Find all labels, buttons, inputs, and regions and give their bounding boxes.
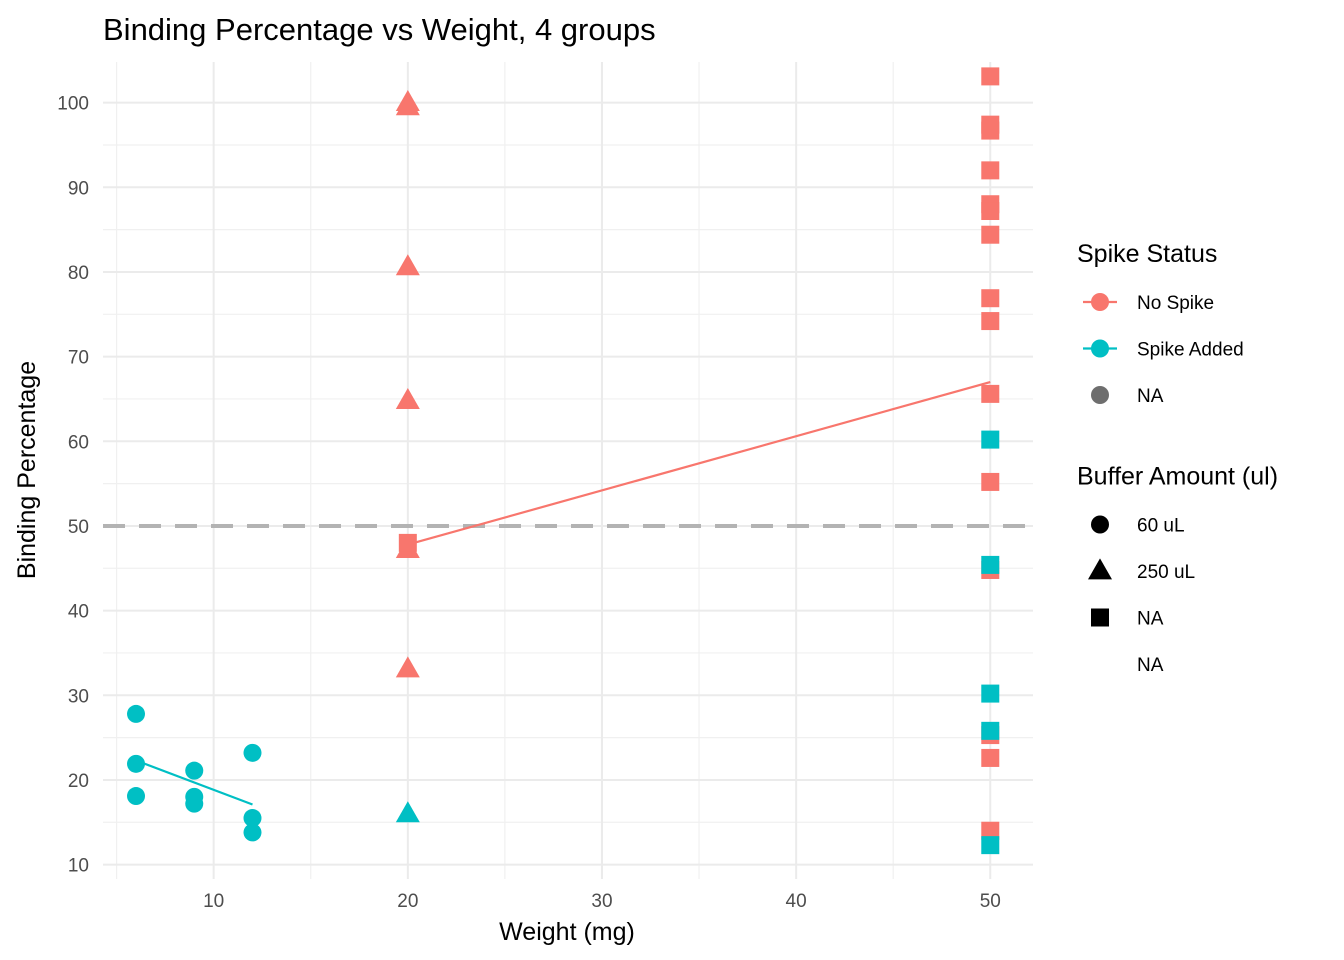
y-tick-label: 90 <box>68 178 89 199</box>
x-tick-label: 10 <box>203 891 224 912</box>
data-point <box>243 743 262 762</box>
legend-label: NA <box>1137 609 1164 630</box>
x-tick-label: 40 <box>786 891 807 912</box>
chart-title: Binding Percentage vs Weight, 4 groups <box>103 12 656 47</box>
data-point <box>981 555 1000 574</box>
y-tick-label: 50 <box>68 517 89 538</box>
legend-label: 60 uL <box>1137 516 1185 537</box>
y-tick-label: 70 <box>68 348 89 369</box>
data-point <box>243 823 262 842</box>
data-point <box>981 202 1000 221</box>
legend-key-marker <box>1088 558 1112 580</box>
data-point <box>395 254 420 276</box>
legend-label: NA <box>1137 386 1164 407</box>
y-tick-label: 80 <box>68 263 89 284</box>
trend-line <box>407 380 991 546</box>
legend-title: Buffer Amount (ul) <box>1077 463 1278 491</box>
y-tick-label: 20 <box>68 771 89 792</box>
legend-label: 250 uL <box>1137 562 1195 583</box>
data-point <box>243 809 262 828</box>
data-point <box>395 388 420 410</box>
y-axis-ticks: 10 20 30 40 50 60 70 80 90 100 <box>57 94 89 877</box>
legend-key-marker <box>1091 386 1109 404</box>
data-point <box>395 90 420 112</box>
data-points <box>127 67 1000 855</box>
data-point <box>981 161 1000 180</box>
data-point <box>981 121 1000 140</box>
legends: Spike Status No Spike Spike Added NA Buffer … <box>1077 240 1278 676</box>
data-point <box>127 787 146 806</box>
legend-key-marker <box>1091 608 1109 627</box>
minor-gridlines <box>103 62 1033 879</box>
trend-lines <box>135 380 991 806</box>
data-point <box>981 836 1000 855</box>
data-point <box>981 225 1000 244</box>
legend-key-marker <box>1091 339 1109 358</box>
y-axis-title: Binding Percentage <box>13 361 41 579</box>
data-point <box>398 533 417 552</box>
data-point <box>395 656 420 678</box>
legend-title: Spike Status <box>1077 240 1217 268</box>
data-point <box>981 748 1000 767</box>
data-point <box>185 794 204 813</box>
data-point <box>981 384 1000 403</box>
trend-line <box>135 759 253 806</box>
data-point <box>981 721 1000 740</box>
x-tick-label: 30 <box>591 891 612 912</box>
legend-label: No Spike <box>1137 293 1214 314</box>
data-point <box>981 684 1000 703</box>
data-point <box>981 67 1000 86</box>
data-point <box>981 821 1000 840</box>
data-point <box>185 761 204 780</box>
legend-key-marker <box>1091 293 1109 311</box>
data-point <box>395 801 420 823</box>
data-point <box>127 754 146 773</box>
x-axis-ticks: 10 20 30 40 50 <box>203 891 1001 912</box>
data-point <box>981 472 1000 491</box>
legend-label: NA <box>1137 655 1164 676</box>
y-tick-label: 10 <box>68 856 89 877</box>
legend-key-marker <box>1091 515 1109 534</box>
data-point <box>981 289 1000 308</box>
x-tick-label: 50 <box>980 891 1001 912</box>
data-point <box>981 430 1000 449</box>
y-tick-label: 60 <box>68 432 89 453</box>
y-tick-label: 40 <box>68 602 89 623</box>
data-point <box>981 312 1000 331</box>
x-axis-title: Weight (mg) <box>499 918 635 946</box>
y-tick-label: 100 <box>57 94 89 115</box>
data-point <box>127 704 146 723</box>
x-tick-label: 20 <box>397 891 418 912</box>
legend-label: Spike Added <box>1137 340 1244 361</box>
y-tick-label: 30 <box>68 686 89 707</box>
